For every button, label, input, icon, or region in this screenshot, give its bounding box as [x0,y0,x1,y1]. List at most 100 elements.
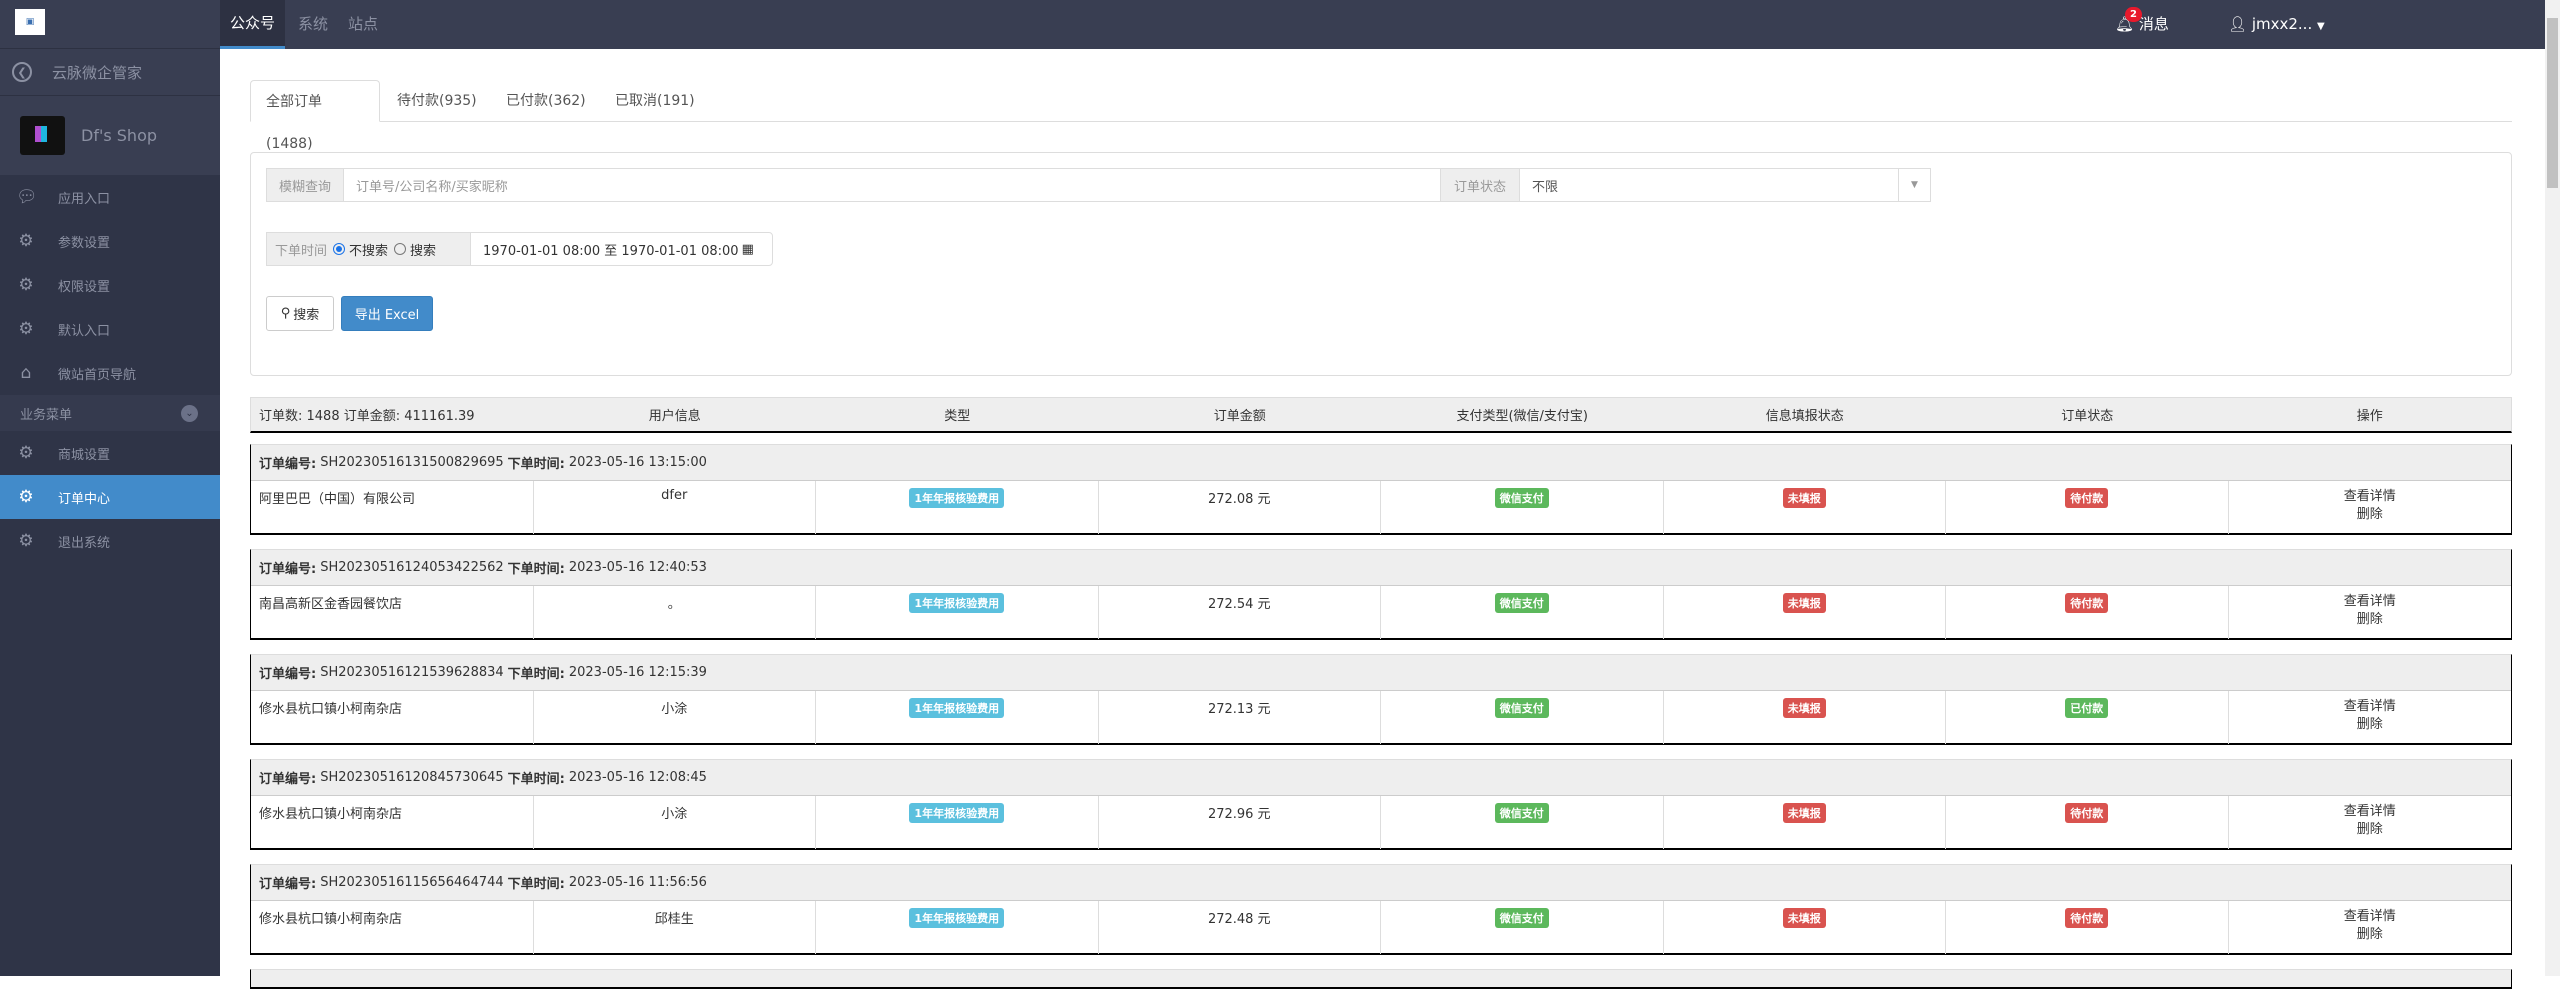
shop-name: Df's Shop [81,126,158,145]
logo-area: ▣ [0,0,220,49]
sidebar-item-5[interactable]: ⌂ 微站首页导航 [0,351,220,395]
info-status-cell: 未填报 [1664,901,1946,954]
order-status-select[interactable]: 不限 ▼ [1519,168,1931,202]
col-user-info: 用户信息 [648,409,701,424]
table-row: 修水县杭口镇小柯南杂店 小涂 1年年报核验费用 272.96 元 微信支付 未填报 待付款 查… [251,796,2511,849]
scrollbar-thumb[interactable] [2547,18,2558,188]
gear-icon: ⚙ [18,319,34,339]
delete-link[interactable]: 删除 [2356,717,2383,732]
brand-logo[interactable]: ▣ [15,9,45,35]
back-arrow-icon: ❮ [12,62,32,82]
fuzzy-search-label: 模糊查询 [266,168,344,202]
view-details-link[interactable]: 查看详情 [2343,699,2396,714]
topnav-tab-site[interactable]: 站点 [348,15,379,33]
order-summary: 订单数: 1488 订单金额: 411161.39 [259,409,475,424]
business-menu-group[interactable]: 业务菜单 ⌄ [0,395,220,431]
date-range-input[interactable]: 1970-01-01 08:00 至 1970-01-01 08:00 ▦ [470,232,773,266]
company-name: 修水县杭口镇小柯南杂店 [259,807,403,822]
order-amount: 272.96 元 [1207,807,1271,822]
amount-cell: 272.08 元 [1099,481,1381,534]
radio-no-search[interactable] [333,243,346,255]
tab-pending-payment[interactable]: 待付款(935) [397,93,477,109]
topnav-tab-official-account[interactable]: 公众号 [220,0,286,49]
order-header: 订单编号: SH20230516120845730645 下单时间: 2023-05-… [251,760,2511,796]
amount-cell: 272.54 元 [1099,586,1381,639]
order-number: SH20230516131500829695 [320,455,504,470]
type-cell: 1年年报核验费用 [816,796,1099,849]
sidebar-item-2[interactable]: ⚙ 订单中心 [0,475,220,519]
delete-link[interactable]: 删除 [2356,612,2383,627]
user-cell: 小涂 [534,691,816,744]
radio-no-search-label[interactable]: 不搜索 [349,243,389,259]
type-badge: 1年年报核验费用 [909,488,1005,508]
sidebar-item-3[interactable]: ⚙ 退出系统 [0,519,220,563]
order-status-cell: 待付款 [1946,796,2229,849]
company-name: 南昌高新区金香园餐饮店 [259,597,403,612]
order-no-label: 订单编号: [259,877,317,892]
table-row: 南昌高新区金香园餐饮店 。 1年年报核验费用 272.54 元 微信支付 未填报 待付款 查看… [251,586,2511,639]
order-tabs: 全部订单(1488) 待付款(935) 已付款(362) 已取消(191) [250,80,2512,152]
view-details-link[interactable]: 查看详情 [2343,909,2396,924]
info-status-badge: 未填报 [1782,908,1826,928]
order-time-label: 下单时间: [507,667,565,682]
actions-cell: 查看详情 删除 [2229,796,2512,849]
back-to-app[interactable]: ❮ 云脉微企管家 [0,49,220,96]
fuzzy-search-input[interactable]: 订单号/公司名称/买家昵称 [343,168,1441,202]
delete-link[interactable]: 删除 [2356,822,2383,837]
tab-paid[interactable]: 已付款(362) [506,93,586,109]
tab-all-orders[interactable]: 全部订单(1488) [250,80,380,152]
sidebar-item-1[interactable]: 💬︎ 应用入口 [0,175,220,219]
order-block-partial [250,969,2512,989]
sidebar-item-1[interactable]: ⚙ 商城设置 [0,431,220,475]
info-status-badge: 未填报 [1782,593,1826,613]
tab-cancelled[interactable]: 已取消(191) [615,93,695,109]
order-header: 订单编号: SH20230516124053422562 下单时间: 2023-05-… [251,550,2511,586]
view-details-link[interactable]: 查看详情 [2343,804,2396,819]
type-cell: 1年年报核验费用 [816,901,1099,954]
order-block: 订单编号: SH20230516121539628834 下单时间: 2023-05-… [250,654,2512,745]
payment-cell: 微信支付 [1381,691,1664,744]
sidebar-item-2[interactable]: ⚙ 参数设置 [0,219,220,263]
order-number: SH20230516120845730645 [320,770,504,785]
view-details-link[interactable]: 查看详情 [2343,489,2396,504]
user-icon: 👤︎ [2228,15,2248,33]
sidebar-item-label: 参数设置 [58,235,111,251]
dropdown-arrow-icon: ▼ [1898,169,1930,201]
search-button[interactable]: ⚲ 搜索 [266,296,334,331]
export-excel-button[interactable]: 导出 Excel [341,296,433,331]
company-cell: 南昌高新区金香园餐饮店 [251,586,534,639]
type-badge: 1年年报核验费用 [909,803,1005,823]
actions-cell: 查看详情 删除 [2229,586,2512,639]
order-time-label: 下单时间: [507,562,565,577]
info-status-cell: 未填报 [1664,691,1946,744]
delete-link[interactable]: 删除 [2356,507,2383,522]
date-range-value: 1970-01-01 08:00 至 1970-01-01 08:00 [483,243,739,259]
sidebar-item-4[interactable]: ⚙ 默认入口 [0,307,220,351]
radio-search[interactable] [394,243,407,255]
table-row: 修水县杭口镇小柯南杂店 邱桂生 1年年报核验费用 272.48 元 微信支付 未填报 待付款… [251,901,2511,954]
delete-link[interactable]: 删除 [2356,927,2383,942]
payment-badge: 微信支付 [1494,803,1549,823]
info-status-badge: 未填报 [1782,488,1826,508]
radio-search-label[interactable]: 搜索 [410,243,437,259]
search-icon: ⚲ [280,306,291,321]
col-info-status: 信息填报状态 [1765,409,1844,424]
sidebar-item-label: 退出系统 [58,535,111,551]
user-menu[interactable]: 👤︎ jmxx2... ▼ [2228,0,2325,49]
type-cell: 1年年报核验费用 [816,691,1099,744]
order-status-badge: 待付款 [2065,908,2109,928]
sidebar-item-3[interactable]: ⚙ 权限设置 [0,263,220,307]
payment-cell: 微信支付 [1381,796,1664,849]
chevron-down-icon[interactable]: ⌄ [181,404,198,422]
page-scrollbar[interactable] [2545,0,2560,976]
topnav-tab-system[interactable]: 系统 [298,15,329,33]
type-badge: 1年年报核验费用 [909,908,1005,928]
order-time: 2023-05-16 12:08:45 [568,770,707,785]
messages-link[interactable]: 🔔︎ 2 消息 [2115,0,2169,49]
payment-cell: 微信支付 [1381,586,1664,639]
view-details-link[interactable]: 查看详情 [2343,594,2396,609]
order-status-cell: 待付款 [1946,586,2229,639]
shop-info: Df's Shop [0,96,220,175]
order-status-badge: 已付款 [2065,698,2109,718]
order-status-badge: 待付款 [2065,593,2109,613]
